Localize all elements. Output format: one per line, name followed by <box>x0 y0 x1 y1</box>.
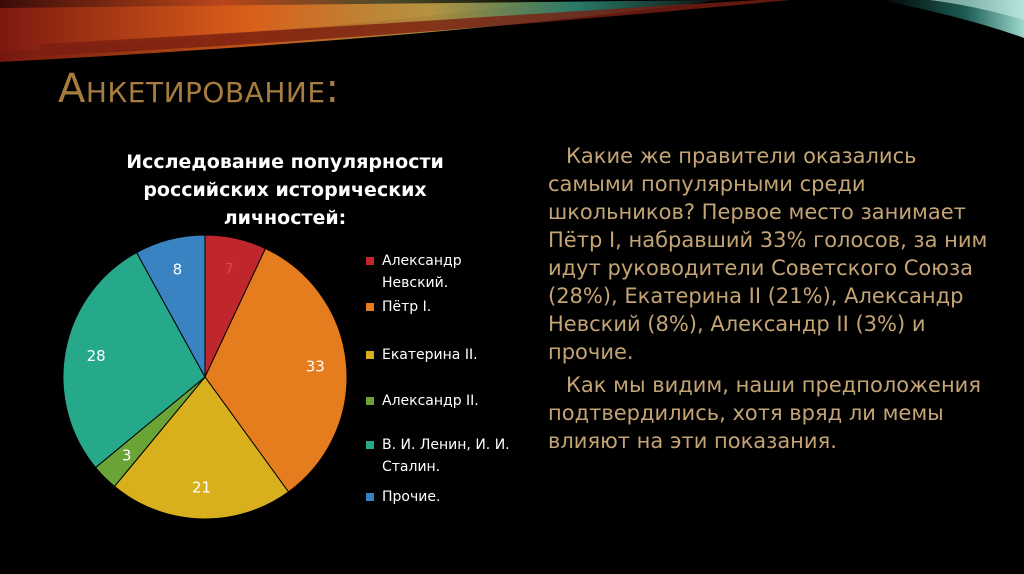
legend-label: Пётр I. <box>382 299 432 315</box>
body-paragraph-1: Какие же правители оказались самыми попу… <box>548 144 988 364</box>
body-paragraph-2: Как мы видим, наши предположения подтвер… <box>548 373 981 453</box>
data-label-lenin-stalin: 28 <box>87 347 106 365</box>
legend-swatch <box>366 303 374 311</box>
legend-item-lenin-stalin: В. И. Ленин, И. И. Сталин. <box>366 434 526 478</box>
legend-label: Прочие. <box>382 489 441 505</box>
legend-swatch <box>366 493 374 501</box>
chart-title: Исследование популярности российских ист… <box>126 151 444 229</box>
legend-item-alexander-ii: Александр II. <box>366 390 526 412</box>
pie-slice-ekaterina <box>113 376 290 520</box>
legend-item-ekaterina: Екатерина II. <box>366 344 526 366</box>
legend-swatch <box>366 397 374 405</box>
legend-label: В. И. Ленин, И. И. Сталин. <box>382 437 510 475</box>
legend-swatch <box>366 441 374 449</box>
pie-slice-other <box>135 234 206 378</box>
data-label-peter: 33 <box>306 358 325 376</box>
data-label-ekaterina: 21 <box>192 479 211 497</box>
data-label-alexander-ii: 3 <box>122 446 132 464</box>
slide-body-text: Какие же правители оказались самыми попу… <box>548 142 993 460</box>
legend-item-other: Прочие. <box>366 486 526 508</box>
pie-slice-peter <box>204 247 348 493</box>
data-label-nevsky: 7 <box>224 260 234 278</box>
slide-title: Анкетирование: <box>58 66 340 112</box>
data-label-other: 8 <box>173 261 183 279</box>
legend-swatch <box>366 257 374 265</box>
legend-item-nevsky: Александр Невский. <box>366 250 526 294</box>
pie-slice-lenin-stalin <box>62 251 206 469</box>
legend-label: Александр II. <box>382 393 479 409</box>
legend-label: Екатерина II. <box>382 347 478 363</box>
legend-label: Александр Невский. <box>382 253 462 291</box>
legend-item-peter: Пётр I. <box>366 296 526 318</box>
legend-swatch <box>366 351 374 359</box>
decorative-ribbon-graphic <box>0 0 1024 62</box>
